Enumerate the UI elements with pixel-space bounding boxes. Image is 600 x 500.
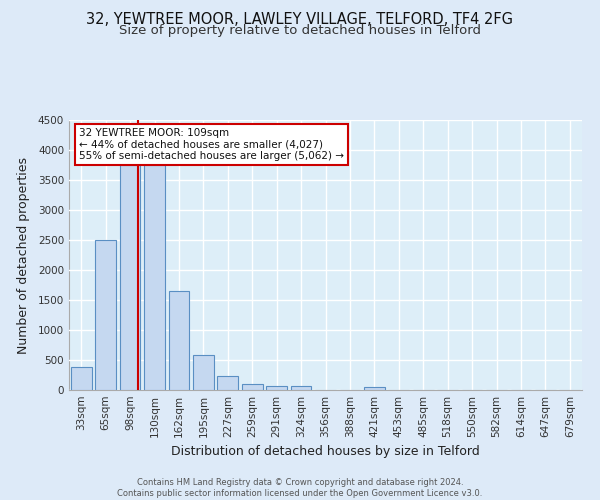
Bar bbox=[193, 354, 214, 390]
Text: 32 YEWTREE MOOR: 109sqm
← 44% of detached houses are smaller (4,027)
55% of semi: 32 YEWTREE MOOR: 109sqm ← 44% of detache… bbox=[79, 128, 344, 162]
Text: Size of property relative to detached houses in Telford: Size of property relative to detached ho… bbox=[119, 24, 481, 37]
Bar bbox=[119, 165, 140, 390]
Bar bbox=[364, 386, 385, 390]
Bar bbox=[95, 240, 116, 390]
Bar bbox=[242, 384, 263, 390]
Text: 32, YEWTREE MOOR, LAWLEY VILLAGE, TELFORD, TF4 2FG: 32, YEWTREE MOOR, LAWLEY VILLAGE, TELFOR… bbox=[86, 12, 514, 28]
Bar bbox=[290, 386, 311, 390]
Y-axis label: Number of detached properties: Number of detached properties bbox=[17, 156, 29, 354]
Bar bbox=[144, 165, 165, 390]
Bar bbox=[217, 376, 238, 390]
Bar bbox=[266, 386, 287, 390]
X-axis label: Distribution of detached houses by size in Telford: Distribution of detached houses by size … bbox=[171, 446, 480, 458]
Bar bbox=[71, 367, 92, 390]
Bar bbox=[169, 291, 190, 390]
Text: Contains HM Land Registry data © Crown copyright and database right 2024.
Contai: Contains HM Land Registry data © Crown c… bbox=[118, 478, 482, 498]
